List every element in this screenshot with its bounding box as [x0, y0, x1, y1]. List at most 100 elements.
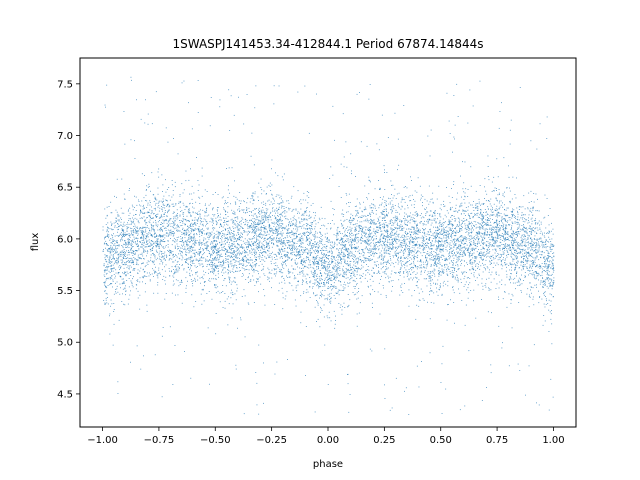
data-point	[251, 228, 253, 230]
data-point	[141, 233, 143, 234]
data-point	[192, 250, 193, 251]
data-point	[137, 243, 138, 245]
data-point	[373, 238, 375, 240]
data-point	[534, 239, 536, 240]
data-point	[118, 256, 120, 258]
data-point	[533, 276, 535, 278]
data-point	[333, 265, 335, 267]
data-point	[379, 242, 381, 244]
data-point	[392, 248, 394, 250]
data-point	[527, 238, 529, 240]
data-point	[317, 241, 319, 243]
data-point	[462, 222, 463, 224]
data-point	[458, 236, 460, 238]
data-point	[467, 248, 469, 250]
data-point	[410, 263, 412, 265]
data-point	[452, 274, 454, 275]
data-point	[218, 231, 219, 233]
data-point	[172, 233, 174, 235]
data-point	[482, 247, 484, 249]
data-point	[163, 241, 165, 243]
data-point	[374, 291, 376, 292]
data-point	[469, 260, 470, 262]
data-point	[371, 302, 373, 304]
data-point	[464, 196, 466, 198]
data-point	[155, 223, 157, 225]
data-point	[356, 215, 358, 217]
data-point	[363, 231, 365, 233]
data-point	[272, 215, 273, 216]
data-point	[353, 261, 354, 263]
data-point	[348, 264, 350, 266]
data-point	[379, 228, 381, 230]
data-point	[271, 228, 273, 230]
data-point	[382, 236, 384, 238]
data-point	[468, 232, 470, 233]
data-point	[494, 226, 496, 228]
data-point	[153, 230, 155, 232]
data-point	[368, 98, 370, 100]
data-point	[190, 260, 192, 262]
data-point	[485, 228, 487, 230]
data-point	[139, 204, 140, 206]
data-point	[429, 248, 431, 250]
data-point	[524, 231, 526, 232]
data-point	[460, 235, 462, 237]
data-point	[326, 276, 328, 278]
data-point	[521, 249, 523, 250]
data-point	[188, 252, 190, 254]
data-point	[305, 326, 307, 327]
data-point	[264, 248, 266, 250]
data-point	[329, 293, 330, 295]
data-point	[287, 251, 288, 253]
data-point	[461, 259, 463, 261]
data-point	[276, 229, 277, 230]
data-point	[144, 231, 146, 233]
data-point	[115, 272, 117, 274]
data-point	[289, 257, 291, 259]
data-point	[466, 277, 468, 279]
data-point	[292, 209, 294, 211]
data-point	[392, 280, 394, 281]
data-point	[397, 246, 399, 248]
data-point	[516, 245, 518, 247]
data-point	[552, 263, 553, 265]
data-point	[550, 278, 552, 280]
data-point	[343, 214, 345, 215]
data-point	[301, 227, 302, 229]
data-point	[531, 255, 532, 257]
data-point	[515, 237, 517, 239]
data-point	[264, 228, 266, 230]
data-point	[298, 226, 300, 228]
data-point	[199, 259, 201, 261]
data-point	[344, 256, 346, 258]
data-point	[400, 249, 402, 251]
data-point	[519, 244, 521, 246]
data-point	[468, 252, 470, 253]
data-point	[474, 249, 475, 251]
data-point	[449, 222, 451, 224]
data-point	[138, 228, 140, 230]
data-point	[206, 215, 208, 217]
data-point	[317, 264, 319, 265]
data-point	[116, 241, 117, 243]
data-point	[441, 229, 443, 231]
data-point	[390, 206, 392, 208]
data-point	[494, 248, 496, 250]
data-point	[333, 234, 335, 236]
data-point	[478, 253, 480, 255]
data-point	[193, 306, 195, 308]
data-point	[399, 271, 401, 273]
data-point	[208, 214, 210, 216]
data-point	[389, 201, 391, 203]
data-point	[124, 253, 126, 255]
data-point	[140, 246, 141, 248]
data-point	[269, 214, 270, 216]
data-point	[491, 233, 493, 234]
data-point	[426, 274, 428, 276]
data-point	[313, 234, 315, 235]
data-point	[432, 254, 433, 256]
data-point	[223, 217, 225, 219]
data-point	[380, 204, 382, 206]
data-point	[195, 266, 197, 268]
